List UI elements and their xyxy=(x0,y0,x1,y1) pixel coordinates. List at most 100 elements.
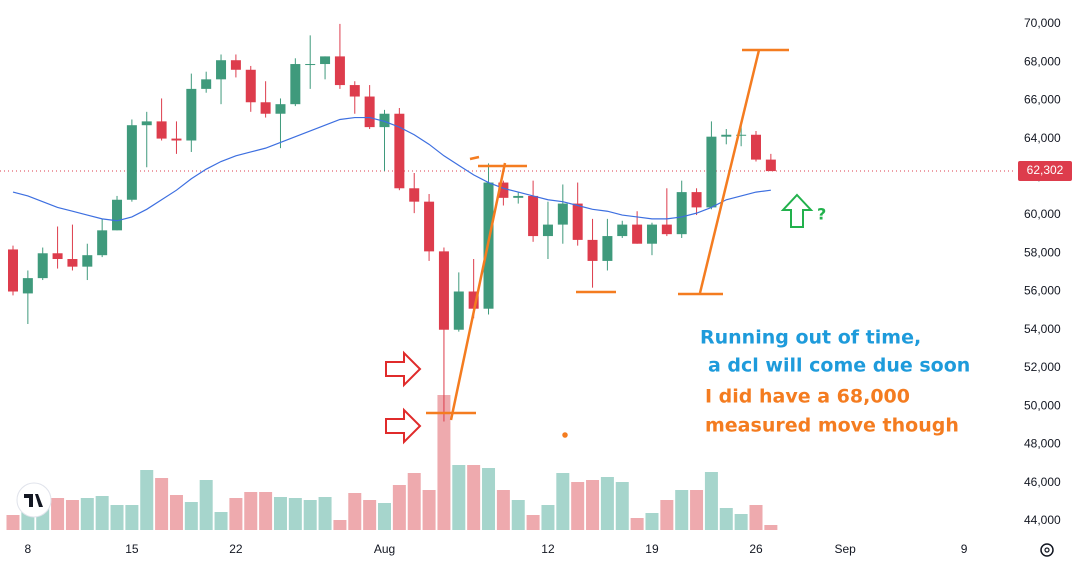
candle-body xyxy=(141,121,152,126)
candle-body xyxy=(97,230,108,256)
annotation: ? xyxy=(817,205,826,224)
last-price-box xyxy=(1018,161,1072,182)
x-tick-label: 12 xyxy=(541,542,555,556)
candle-body xyxy=(646,224,657,244)
candle-body xyxy=(126,125,137,200)
x-tick-label: 22 xyxy=(229,542,243,556)
x-tick-label: Aug xyxy=(374,542,395,556)
candle-body xyxy=(557,203,568,225)
volume-bar xyxy=(630,518,644,530)
candle-body xyxy=(453,291,464,330)
volume-bar xyxy=(184,502,198,530)
volume-bar xyxy=(155,478,169,530)
dot xyxy=(562,432,568,438)
candle-body xyxy=(587,239,598,261)
candle-body xyxy=(67,259,78,267)
y-tick-label: 56,000 xyxy=(1024,284,1061,298)
volume-bar xyxy=(675,490,689,530)
candle-body xyxy=(691,192,702,208)
x-tick-label: 15 xyxy=(125,542,139,556)
volume-bar xyxy=(318,497,332,530)
candle-body xyxy=(661,224,672,235)
y-tick-label: 64,000 xyxy=(1024,131,1061,145)
volume-bar xyxy=(392,485,406,530)
candle-body xyxy=(602,236,613,261)
candle-body xyxy=(424,201,435,252)
candle-body xyxy=(305,64,316,66)
y-tick-label: 48,000 xyxy=(1024,437,1061,451)
right-arrow xyxy=(385,350,422,388)
volume-bar xyxy=(660,500,674,530)
x-tick-label: 9 xyxy=(961,542,968,556)
x-tick-label: Sep xyxy=(834,542,856,556)
annotation: measured move though xyxy=(705,415,959,437)
volume-bar xyxy=(734,514,748,530)
candle-body xyxy=(751,134,761,160)
candle-body xyxy=(498,182,509,198)
candle-body xyxy=(736,134,747,136)
volume-bar xyxy=(615,482,629,530)
plot: 44,000 46,000 48,000 50,000 52,000 54,000 56,0… xyxy=(0,16,1072,556)
candle-body xyxy=(22,278,33,294)
candle-body xyxy=(409,188,420,202)
volume-bar xyxy=(288,498,302,530)
annotation: Running out of time, xyxy=(700,327,921,349)
y-tick-label: 60,000 xyxy=(1024,207,1061,221)
candle-body xyxy=(82,255,93,267)
settings-core[interactable] xyxy=(1044,547,1050,553)
volume-bar xyxy=(437,395,451,530)
logo-circle xyxy=(16,482,52,518)
volume-bar xyxy=(378,503,391,530)
volume-bar xyxy=(586,480,600,530)
candle-body xyxy=(260,102,271,114)
y-tick-label: 70,000 xyxy=(1024,16,1061,30)
volume-bar xyxy=(214,512,228,530)
candle-body xyxy=(112,199,123,231)
candle-body xyxy=(245,69,256,103)
volume-bar xyxy=(556,473,570,530)
candle-body xyxy=(230,60,241,70)
candle-body xyxy=(765,159,776,172)
y-tick-label: 52,000 xyxy=(1024,360,1061,374)
settings-ring[interactable] xyxy=(1040,543,1054,557)
y-tick-label: 66,000 xyxy=(1024,93,1061,107)
candle-body xyxy=(349,85,360,97)
annotation: a dcl will come due soon xyxy=(708,355,970,377)
volume-bar xyxy=(140,470,154,530)
volume-bar xyxy=(690,490,704,530)
y-tick-label: 68,000 xyxy=(1024,54,1061,68)
volume-bar xyxy=(496,490,510,530)
volume-bar xyxy=(51,498,65,530)
volume-bar xyxy=(482,468,496,530)
volume-bar xyxy=(719,508,733,530)
volume-bar xyxy=(467,465,481,530)
volume-bar xyxy=(571,482,585,530)
volume-bar xyxy=(229,498,243,530)
logo xyxy=(16,482,52,518)
candle-body xyxy=(320,56,331,65)
candle-body xyxy=(334,56,345,86)
y-tick-label: 44,000 xyxy=(1024,513,1061,527)
candle-body xyxy=(676,192,687,235)
volume-bar xyxy=(65,500,79,530)
last-price-label: 62,302 xyxy=(1027,163,1064,177)
candle-body xyxy=(528,195,539,237)
y-tick-label: 58,000 xyxy=(1024,245,1061,259)
volume-bar xyxy=(333,520,347,530)
candle-body xyxy=(156,121,167,139)
settings-icon[interactable] xyxy=(1040,543,1054,557)
volume-bar xyxy=(541,505,555,530)
candle-body xyxy=(706,136,717,208)
trend-line xyxy=(698,49,761,294)
volume-bar xyxy=(452,465,466,530)
volume-bar xyxy=(764,525,778,530)
volume-bar xyxy=(422,490,436,530)
y-tick-label: 46,000 xyxy=(1024,475,1061,489)
annotation: I did have a 68,000 xyxy=(705,386,910,408)
arrows xyxy=(385,193,814,445)
candle-body xyxy=(617,224,628,237)
volume-bar xyxy=(526,515,540,530)
x-tick-label: 26 xyxy=(749,542,763,556)
volume-bar xyxy=(273,497,287,530)
